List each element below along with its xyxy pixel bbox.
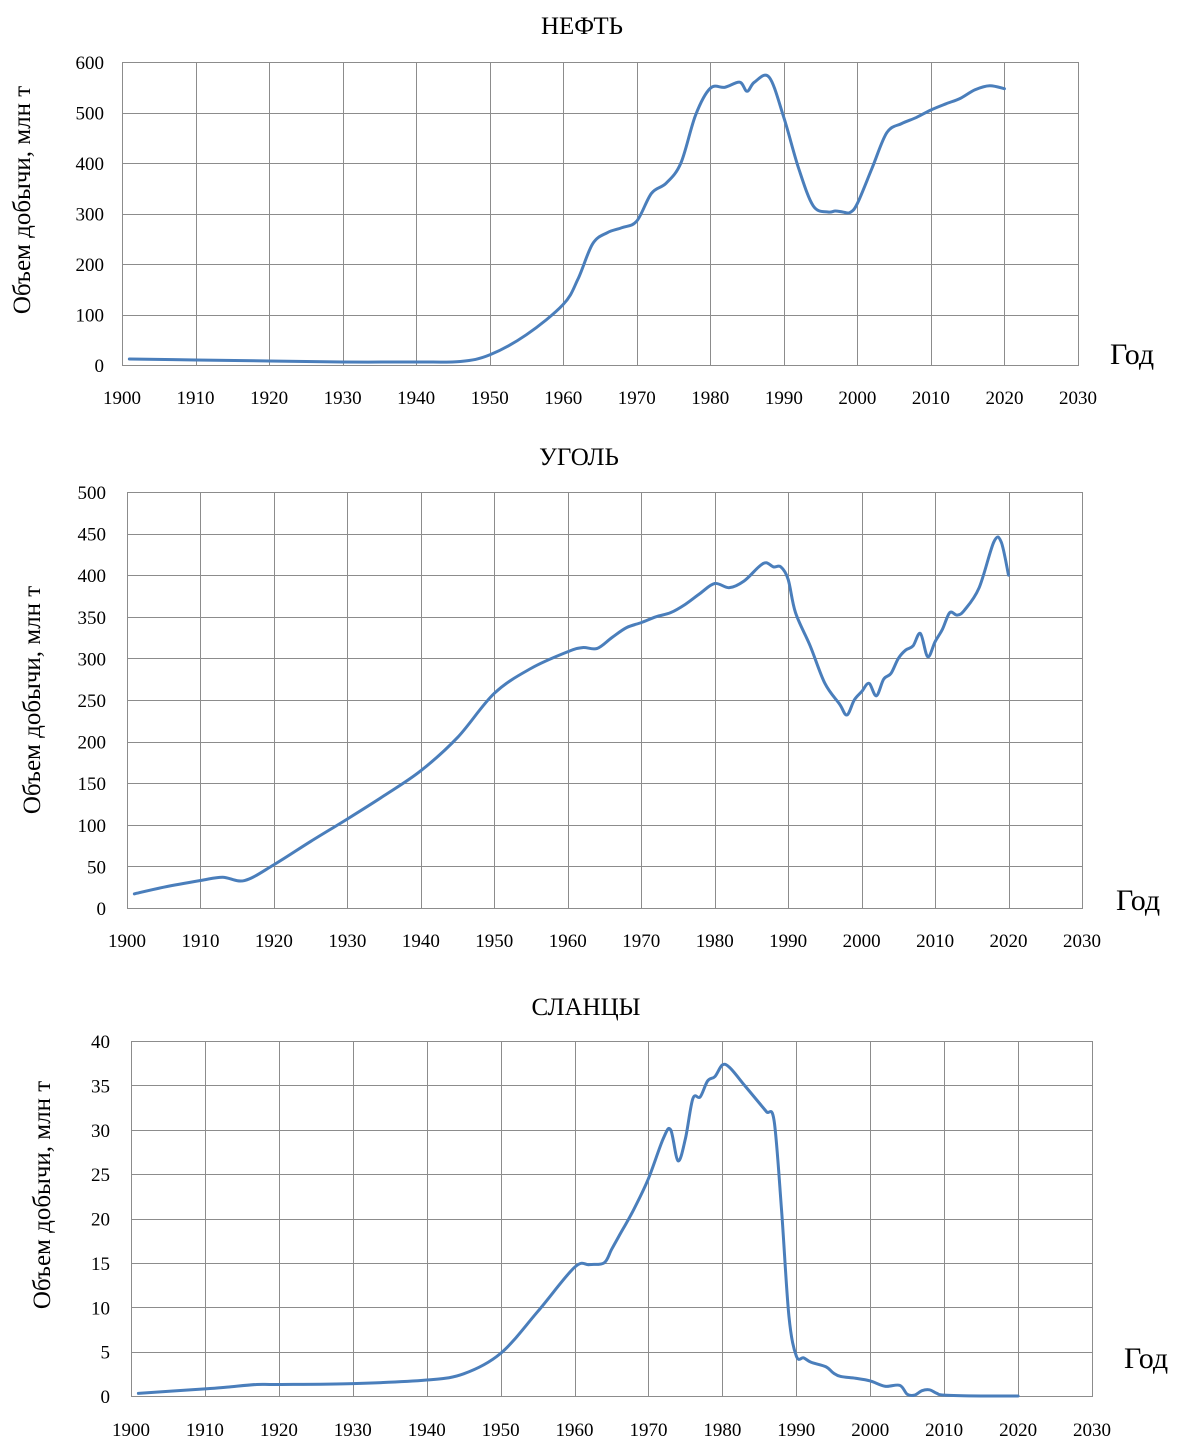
x-tick-label: 1910 <box>186 1420 224 1441</box>
x-axis-label: Год <box>1110 338 1154 371</box>
y-tick-label: 0 <box>101 1387 111 1408</box>
grid-oil <box>122 62 1079 366</box>
x-tick-label: 1960 <box>544 388 582 409</box>
y-axis-label: Объем добычи, млн т <box>29 1081 56 1309</box>
series-line-coal <box>132 535 1011 896</box>
x-tick-label: 1960 <box>556 1420 594 1441</box>
y-tick-label: 35 <box>91 1076 110 1097</box>
x-tick-label: 1980 <box>703 1420 741 1441</box>
x-tick-label: 1970 <box>629 1420 667 1441</box>
x-tick-label: 1910 <box>177 388 215 409</box>
y-tick-label: 350 <box>78 608 107 629</box>
y-tick-label: 20 <box>91 1210 110 1231</box>
chart-panel-coal: УГОЛЬ Объем добычи, млн т Год 1900 1910 19… <box>19 444 1160 952</box>
series-line-shale <box>136 1062 1020 1398</box>
x-tick-label: 2000 <box>838 388 876 409</box>
plot-area-frame <box>127 492 1083 909</box>
x-tick-label: 1990 <box>777 1420 815 1441</box>
y-tick-label: 450 <box>78 525 107 546</box>
x-tick-label: 2030 <box>1073 1420 1111 1441</box>
x-tick-label: 1980 <box>696 931 734 952</box>
x-tick-label: 1930 <box>328 931 366 952</box>
x-tick-label: 1940 <box>402 931 440 952</box>
y-tick-label: 200 <box>78 733 107 754</box>
x-tick-label: 2020 <box>990 931 1028 952</box>
y-tick-label: 30 <box>91 1121 110 1142</box>
y-axis-label: Объем добычи, млн т <box>19 586 46 814</box>
x-tick-label: 2030 <box>1063 931 1101 952</box>
y-tick-label: 400 <box>76 154 105 175</box>
y-tick-label: 40 <box>91 1032 110 1053</box>
grid-shale <box>131 1041 1093 1397</box>
chart-title: СЛАНЦЫ <box>532 994 641 1021</box>
series-line-oil <box>127 73 1006 364</box>
x-tick-label: 1960 <box>549 931 587 952</box>
y-tick-label: 500 <box>76 104 105 125</box>
x-tick-label: 1940 <box>408 1420 446 1441</box>
x-tick-label: 2010 <box>925 1420 963 1441</box>
x-tick-label: 2030 <box>1059 388 1097 409</box>
y-tick-label: 0 <box>97 899 107 920</box>
x-tick-label: 1910 <box>181 931 219 952</box>
x-tick-label: 1900 <box>108 931 146 952</box>
y-axis-label: Объем добычи, млн т <box>9 86 36 314</box>
chart-panel-shale: СЛАНЦЫ Объем добычи, млн т Год 1900 1910 1… <box>29 994 1168 1441</box>
x-tick-label: 2010 <box>912 388 950 409</box>
chart-panel-oil: НЕФТЬ Объем добычи, млн т Год 1900 1910 19… <box>9 13 1154 409</box>
x-tick-label: 1940 <box>397 388 435 409</box>
x-tick-label: 1920 <box>250 388 288 409</box>
x-tick-label: 1980 <box>691 388 729 409</box>
y-tick-label: 300 <box>78 649 107 670</box>
y-tick-label: 5 <box>101 1343 111 1364</box>
x-tick-label: 2020 <box>999 1420 1037 1441</box>
x-tick-label: 2000 <box>851 1420 889 1441</box>
y-tick-label: 250 <box>78 691 107 712</box>
y-tick-label: 100 <box>76 306 105 327</box>
plot-area-frame <box>131 1041 1093 1397</box>
y-tick-label: 25 <box>91 1165 110 1186</box>
x-tick-label: 2000 <box>843 931 881 952</box>
grid-coal <box>127 492 1083 909</box>
x-tick-label: 1990 <box>765 388 803 409</box>
y-tick-label: 150 <box>78 774 107 795</box>
x-tick-label: 1950 <box>482 1420 520 1441</box>
y-tick-label: 500 <box>78 483 107 504</box>
x-tick-label: 1920 <box>260 1420 298 1441</box>
x-tick-label: 1900 <box>112 1420 150 1441</box>
x-tick-label: 1950 <box>475 931 513 952</box>
plot-area-frame <box>122 62 1079 366</box>
x-tick-label: 1970 <box>622 931 660 952</box>
x-tick-label: 1930 <box>324 388 362 409</box>
y-tick-label: 400 <box>78 566 107 587</box>
y-tick-label: 10 <box>91 1298 110 1319</box>
y-tick-label: 100 <box>78 816 107 837</box>
x-tick-label: 1920 <box>255 931 293 952</box>
x-tick-label: 2020 <box>985 388 1023 409</box>
chart-title: НЕФТЬ <box>541 13 623 40</box>
y-tick-label: 15 <box>91 1254 110 1275</box>
y-tick-label: 50 <box>87 857 106 878</box>
x-axis-label: Год <box>1116 884 1160 917</box>
y-tick-label: 600 <box>76 53 105 74</box>
x-tick-label: 2010 <box>916 931 954 952</box>
x-tick-label: 1900 <box>103 388 141 409</box>
y-tick-label: 200 <box>76 255 105 276</box>
x-tick-label: 1930 <box>334 1420 372 1441</box>
x-tick-label: 1950 <box>471 388 509 409</box>
chart-title: УГОЛЬ <box>539 444 619 471</box>
x-tick-label: 1990 <box>769 931 807 952</box>
x-axis-label: Год <box>1124 1342 1168 1375</box>
y-tick-label: 300 <box>76 205 105 226</box>
y-tick-label: 0 <box>95 356 105 377</box>
x-tick-label: 1970 <box>618 388 656 409</box>
